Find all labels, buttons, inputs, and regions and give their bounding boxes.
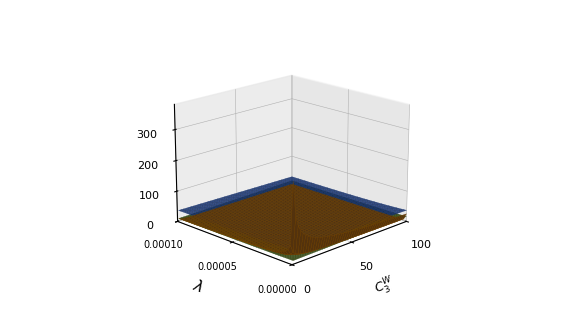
Y-axis label: $\lambda$: $\lambda$: [191, 277, 206, 296]
X-axis label: $C_3^W$: $C_3^W$: [372, 274, 399, 300]
